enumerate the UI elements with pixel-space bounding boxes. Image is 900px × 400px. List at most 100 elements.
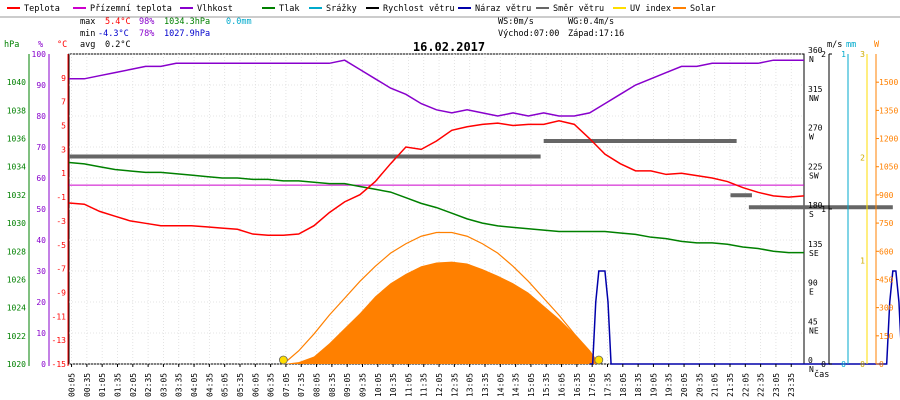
tick-wind-dir-sub-8: N bbox=[809, 55, 814, 64]
tick-wind-dir-sub-3: SE bbox=[809, 249, 819, 258]
stat-rain-total: 0.0mm bbox=[226, 17, 252, 27]
uv-point-0 bbox=[278, 355, 288, 365]
tick-wind-dir-sub-7: NW bbox=[809, 94, 819, 103]
x-tick-label-0: 00:05 bbox=[68, 373, 77, 397]
x-tick-label-16: 08:05 bbox=[313, 373, 322, 397]
tick-temperature-7: -1 bbox=[56, 193, 66, 202]
x-tick-label-3: 01:35 bbox=[113, 373, 122, 397]
x-tick-label-15: 07:35 bbox=[297, 373, 306, 397]
x-tick-label-12: 06:05 bbox=[251, 373, 260, 397]
tick-solar-4: 600 bbox=[879, 247, 894, 256]
x-tick-label-4: 02:05 bbox=[129, 373, 138, 397]
tick-temperature-5: -5 bbox=[56, 241, 66, 250]
x-tick-label-42: 21:05 bbox=[711, 373, 720, 397]
tick-pressure-0: 1020 bbox=[7, 360, 26, 369]
tick-humidity-7: 70 bbox=[36, 143, 46, 152]
axis-unit-pressure: hPa bbox=[4, 40, 19, 50]
x-tick-label-35: 17:35 bbox=[603, 373, 612, 397]
stat-max-pressure: 1034.3hPa bbox=[164, 17, 210, 27]
temperature-line bbox=[68, 119, 805, 236]
tick-wind-dir-sub-0: N bbox=[809, 365, 814, 374]
tick-solar-6: 900 bbox=[879, 191, 894, 200]
x-tick-label-14: 07:05 bbox=[282, 373, 291, 397]
x-tick-label-30: 15:05 bbox=[527, 373, 536, 397]
x-tick-label-47: 23:35 bbox=[787, 373, 796, 397]
axis-unit-solar: W bbox=[874, 40, 880, 50]
x-tick-label-45: 22:35 bbox=[757, 373, 766, 397]
x-tick-label-38: 19:05 bbox=[649, 373, 658, 397]
tick-pressure-4: 1028 bbox=[7, 247, 26, 256]
tick-pressure-1: 1022 bbox=[7, 332, 26, 341]
tick-wind-dir-sub-6: W bbox=[809, 133, 814, 142]
plot-area bbox=[68, 53, 900, 365]
tick-temperature-8: 1 bbox=[61, 169, 66, 178]
tick-temperature-0: -15 bbox=[52, 360, 67, 369]
x-tick-label-21: 10:35 bbox=[389, 373, 398, 397]
stat-min-humidity: 78% bbox=[139, 29, 154, 39]
stats-block: max 5.4°C 98% 1034.3hPa 0.0mm min -4.3°C… bbox=[80, 17, 624, 50]
tick-pressure-7: 1034 bbox=[7, 163, 26, 172]
tick-wind-dir-sub-2: E bbox=[809, 288, 814, 297]
axes: hPa% °C1020102210241026102810301032103410… bbox=[4, 40, 898, 397]
stat-max-humidity: 98% bbox=[139, 17, 154, 27]
x-tick-label-31: 15:35 bbox=[542, 373, 551, 397]
legend-label-5: Rychlost větru bbox=[383, 4, 455, 14]
tick-solar-1: 150 bbox=[879, 332, 894, 341]
stat-min-pressure: 1027.9hPa bbox=[164, 29, 210, 39]
tick-uv-2: 2 bbox=[860, 153, 865, 162]
tick-rain-1: 1 bbox=[841, 50, 846, 59]
x-tick-label-26: 13:05 bbox=[466, 373, 475, 397]
tick-solar-7: 1050 bbox=[879, 163, 898, 172]
tick-wind-dir-5: 225 bbox=[808, 162, 823, 171]
axis-unit-humidity: % bbox=[38, 40, 43, 50]
x-tick-label-18: 09:05 bbox=[343, 373, 352, 397]
tick-humidity-3: 30 bbox=[36, 267, 46, 276]
stat-max-temp: 5.4°C bbox=[105, 17, 131, 27]
x-tick-label-44: 22:05 bbox=[741, 373, 750, 397]
tick-wind-dir-sub-4: S bbox=[809, 210, 814, 219]
x-tick-label-29: 14:35 bbox=[512, 373, 521, 397]
legend-label-2: Vlhkost bbox=[197, 4, 233, 14]
tick-pressure-3: 1026 bbox=[7, 275, 26, 284]
x-tick-label-34: 17:05 bbox=[588, 373, 597, 397]
tick-temperature-10: 5 bbox=[61, 122, 66, 131]
tick-uv-1: 1 bbox=[860, 257, 865, 266]
tick-wind-speed-2: 2 bbox=[821, 50, 826, 59]
x-axis-unit: čas bbox=[814, 369, 829, 380]
tick-humidity-2: 20 bbox=[36, 298, 46, 307]
chart-title: 16.02.2017 bbox=[413, 40, 485, 54]
tick-pressure-5: 1030 bbox=[7, 219, 26, 228]
tick-uv-0: 0 bbox=[860, 360, 865, 369]
legend-label-4: Srážky bbox=[326, 4, 357, 14]
tick-wind-dir-sub-5: SW bbox=[809, 171, 819, 180]
tick-humidity-0: 0 bbox=[41, 360, 46, 369]
stat-min-label: min bbox=[80, 29, 95, 39]
tick-humidity-4: 40 bbox=[36, 236, 46, 245]
stat-min-temp: -4.3°C bbox=[98, 29, 129, 39]
axis-unit-rain: mm bbox=[846, 40, 856, 50]
tick-wind-dir-3: 135 bbox=[808, 240, 823, 249]
tick-temperature-2: -11 bbox=[52, 312, 67, 321]
tick-wind-dir-sub-1: NE bbox=[809, 326, 819, 335]
x-tick-label-36: 18:05 bbox=[619, 373, 628, 397]
tick-uv-3: 3 bbox=[860, 50, 865, 59]
legend: Teplota Přízemní teplota Vlhkost Tlak Srážky… bbox=[0, 4, 900, 18]
x-tick-label-9: 04:35 bbox=[205, 373, 214, 397]
legend-label-0: Teplota bbox=[24, 4, 60, 14]
tick-temperature-6: -3 bbox=[56, 217, 66, 226]
tick-pressure-9: 1038 bbox=[7, 106, 26, 115]
tick-rain-0: 0 bbox=[841, 360, 846, 369]
x-tick-label-7: 03:35 bbox=[175, 373, 184, 397]
axis-unit-wind_speed: m/s bbox=[827, 40, 842, 50]
x-tick-label-39: 19:35 bbox=[665, 373, 674, 397]
tick-solar-0: 0 bbox=[879, 360, 884, 369]
x-tick-label-20: 10:05 bbox=[374, 373, 383, 397]
tick-solar-8: 1200 bbox=[879, 135, 898, 144]
tick-temperature-4: -7 bbox=[56, 265, 66, 274]
tick-solar-9: 1350 bbox=[879, 106, 898, 115]
tick-wind-dir-6: 270 bbox=[808, 124, 823, 133]
x-tick-label-8: 04:05 bbox=[190, 373, 199, 397]
tick-pressure-2: 1024 bbox=[7, 304, 26, 313]
tick-wind-dir-7: 315 bbox=[808, 85, 823, 94]
